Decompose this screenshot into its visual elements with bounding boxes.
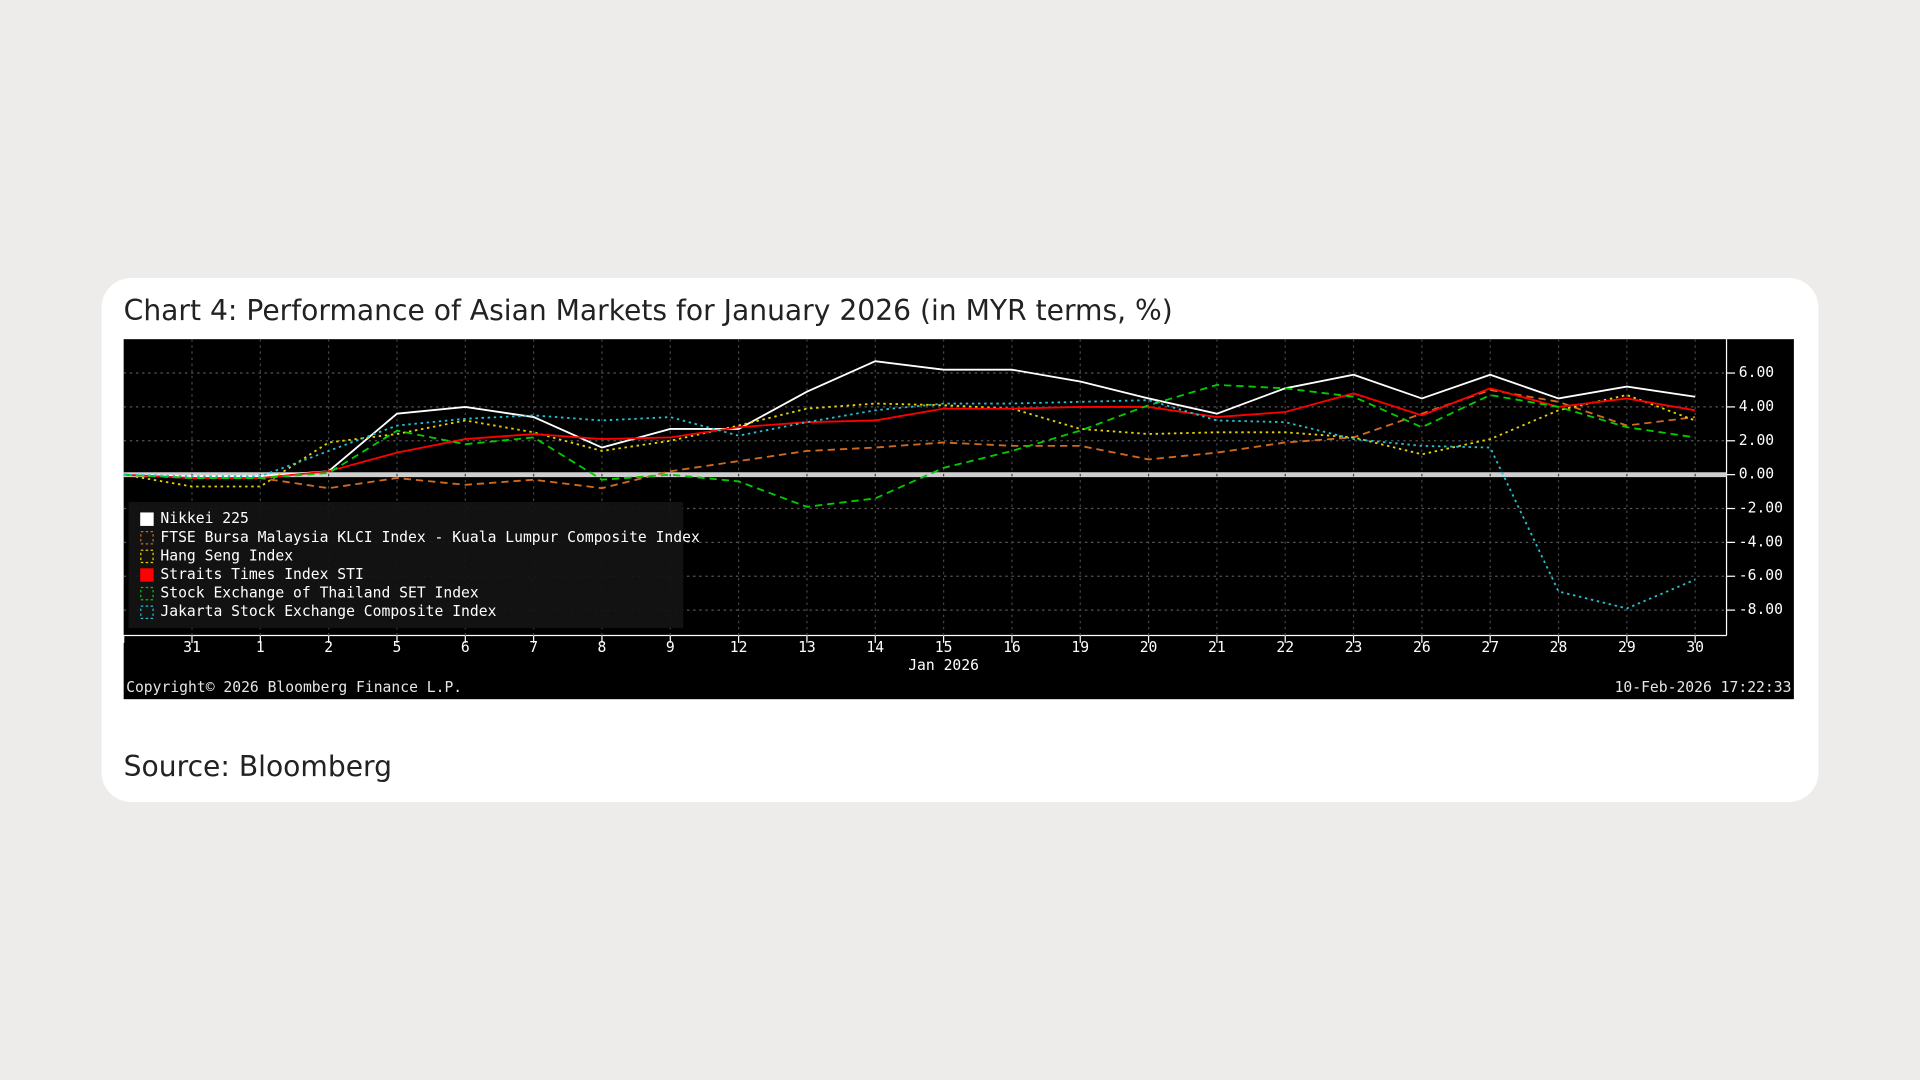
x-tick-label: 27 (1481, 639, 1499, 656)
legend-swatch (140, 531, 154, 545)
series-line (123, 394, 1696, 488)
copyright: Copyright© 2026 Bloomberg Finance L.P. (126, 679, 462, 696)
series-line (123, 360, 1696, 478)
x-tick-label: 5 (393, 639, 402, 656)
legend-label: Hang Seng Index (160, 547, 293, 564)
x-tick-label: 8 (598, 639, 607, 656)
y-tick-label: -2.00 (1739, 500, 1783, 517)
x-tick-label: 9 (666, 639, 675, 656)
legend-box (128, 502, 684, 629)
x-tick-label: 22 (1276, 639, 1294, 656)
y-tick-label: -4.00 (1739, 533, 1783, 550)
legend-label: Jakarta Stock Exchange Composite Index (160, 603, 496, 620)
x-tick-label: 12 (730, 639, 748, 656)
legend-swatch (140, 605, 154, 619)
x-tick-label: 15 (935, 639, 953, 656)
x-tick-label: 1 (256, 639, 265, 656)
legend-swatch (140, 512, 154, 526)
legend-label: Stock Exchange of Thailand SET Index (160, 585, 478, 602)
x-tick-label: 16 (1003, 639, 1021, 656)
y-tick-label: 4.00 (1739, 398, 1774, 415)
series-line (123, 389, 1696, 490)
x-tick-label: 29 (1618, 639, 1636, 656)
x-tick-label: 20 (1140, 639, 1158, 656)
legend-label: Nikkei 225 (160, 510, 248, 527)
series-line (123, 387, 1696, 479)
x-tick-label: 23 (1345, 639, 1363, 656)
x-tick-label: 26 (1413, 639, 1431, 656)
y-tick-label: 2.00 (1739, 432, 1774, 449)
x-axis-label: Jan 2026 (908, 657, 979, 674)
x-tick-label: 28 (1550, 639, 1568, 656)
series-line (123, 383, 1696, 508)
x-tick-label: 2 (324, 639, 333, 656)
timestamp: 10-Feb-2026 17:22:33 (1615, 679, 1792, 696)
y-tick-label: -8.00 (1739, 601, 1783, 618)
x-tick-label: 6 (461, 639, 470, 656)
x-tick-label: 30 (1686, 639, 1704, 656)
y-tick-label: 6.00 (1739, 364, 1774, 381)
x-tick-label: 7 (529, 639, 538, 656)
legend-label: FTSE Bursa Malaysia KLCI Index - Kuala L… (160, 529, 700, 546)
y-tick-label: 0.00 (1739, 466, 1774, 483)
x-tick-label: 14 (866, 639, 884, 656)
legend-swatch (140, 568, 154, 582)
y-tick-label: -6.00 (1739, 567, 1783, 584)
x-tick-label: 21 (1208, 639, 1226, 656)
series-line (123, 399, 1696, 610)
x-tick-label: 19 (1071, 639, 1089, 656)
chart-title: Chart 4: Performance of Asian Markets fo… (124, 294, 1173, 327)
legend-swatch (140, 549, 154, 564)
legend-label: Straits Times Index STI (160, 566, 363, 583)
x-tick-label: 13 (798, 639, 816, 656)
x-tick-label: 31 (183, 639, 201, 656)
source-note: Source: Bloomberg (124, 750, 392, 783)
legend-swatch (140, 586, 154, 601)
